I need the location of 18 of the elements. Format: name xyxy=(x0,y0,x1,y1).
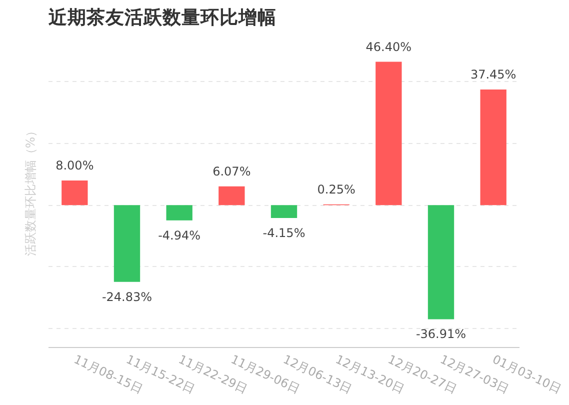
bar xyxy=(114,205,140,282)
bar xyxy=(376,62,402,206)
chart-title: 近期茶友活跃数量环比增幅 xyxy=(48,6,276,28)
data-label: 46.40% xyxy=(366,40,412,54)
bar xyxy=(218,186,245,206)
data-label: 0.25% xyxy=(317,182,356,196)
data-label: 37.45% xyxy=(470,67,516,82)
bar xyxy=(480,89,506,206)
data-label: 6.07% xyxy=(212,164,251,178)
bar xyxy=(270,205,298,218)
data-label: -36.91% xyxy=(416,327,466,342)
bar xyxy=(166,205,192,220)
data-label: -24.83% xyxy=(102,290,152,304)
data-label: -4.15% xyxy=(262,226,306,240)
bar xyxy=(62,180,88,206)
bar xyxy=(428,205,454,320)
data-label: -4.94% xyxy=(158,228,201,242)
data-label: 8.00% xyxy=(56,158,94,172)
